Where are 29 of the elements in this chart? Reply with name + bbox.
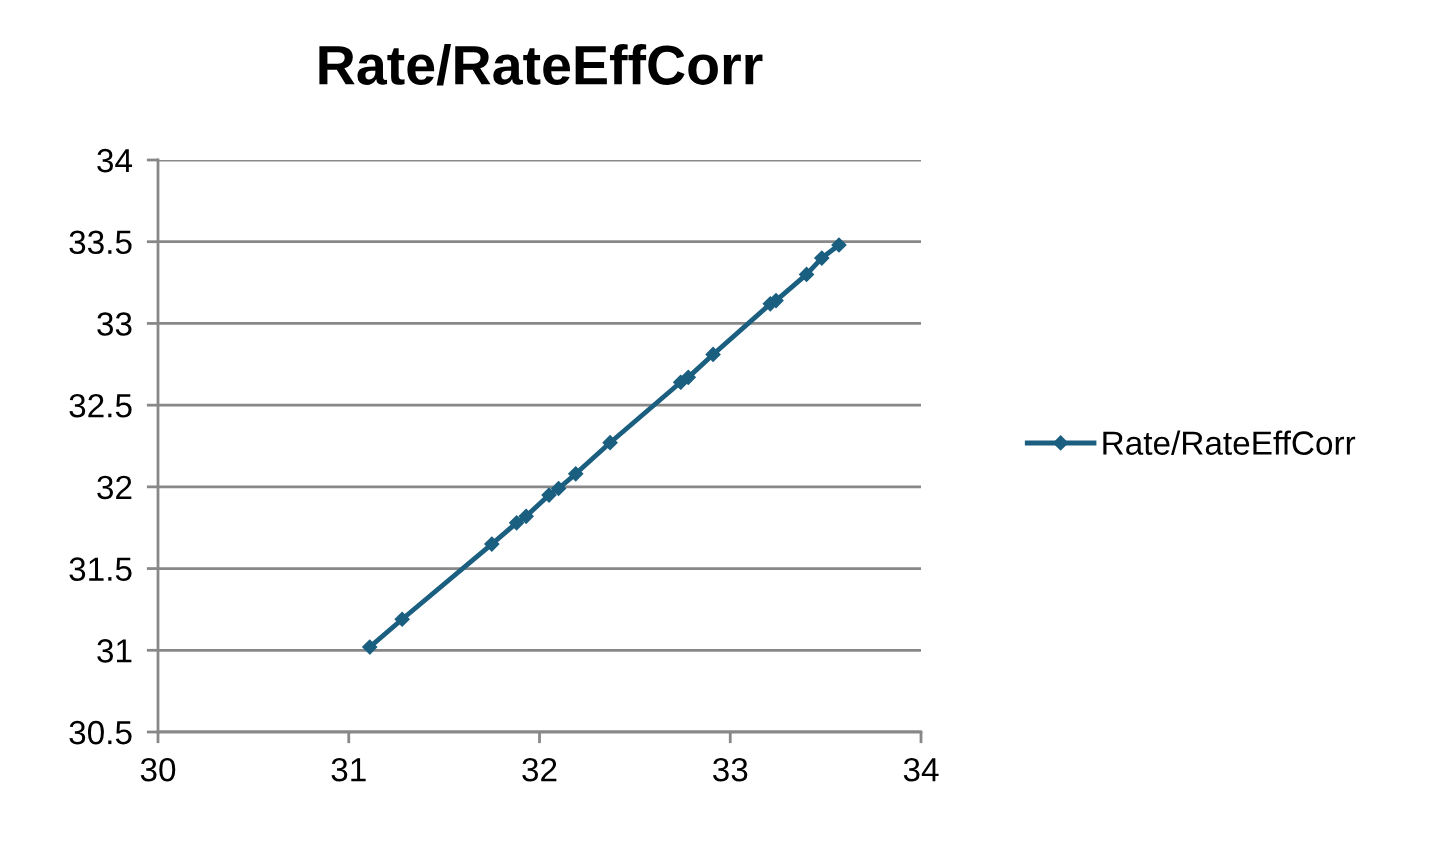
point [541, 487, 557, 503]
chart-title: Rate/RateEffCorr [319, 44, 763, 86]
point [518, 508, 534, 524]
x-tick-label: 32 [522, 757, 557, 782]
legend-label: Rate/RateEffCorr [1103, 430, 1356, 455]
point [680, 369, 696, 385]
point [484, 536, 500, 552]
point [394, 611, 410, 627]
point [568, 466, 584, 482]
x-tick-label: 31 [331, 757, 366, 782]
point [705, 346, 721, 363]
point [798, 266, 815, 282]
point [831, 237, 847, 253]
point [551, 480, 567, 497]
y-tick-label: 30.5 [69, 720, 132, 745]
x-tick-label: 34 [903, 757, 939, 782]
x-tick-label: 33 [712, 757, 748, 782]
y-tick-label: 32 [97, 475, 132, 500]
y-tick-label: 31.5 [69, 557, 132, 581]
point [814, 250, 830, 266]
y-tick-label: 33.5 [69, 230, 132, 255]
y-tick-label: 33 [97, 312, 132, 336]
point [362, 639, 378, 655]
x-tick-label: 30 [140, 757, 176, 782]
y-tick-label: 32.5 [69, 393, 132, 418]
y-tick-label: 31 [97, 639, 132, 663]
point [509, 515, 525, 531]
point [602, 435, 618, 451]
y-tick-label: 34 [97, 148, 133, 173]
